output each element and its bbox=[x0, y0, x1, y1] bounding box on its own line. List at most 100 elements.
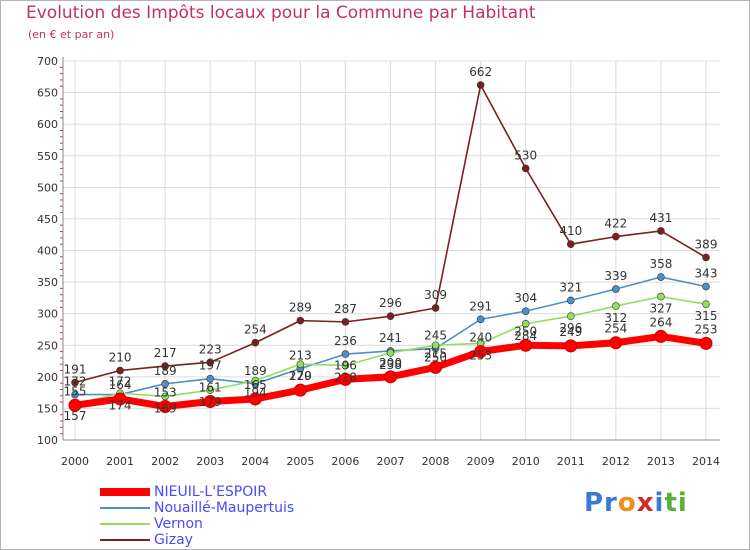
legend-label: Nouaillé-Maupertuis bbox=[154, 500, 295, 516]
logo-part: x bbox=[636, 488, 655, 518]
data-point bbox=[386, 349, 395, 357]
y-tick-label: 250 bbox=[37, 339, 58, 352]
y-tick-label: 400 bbox=[37, 245, 58, 258]
data-point bbox=[338, 372, 352, 386]
data-point bbox=[251, 338, 260, 347]
data-point bbox=[431, 341, 440, 350]
data-label: 174 bbox=[109, 398, 132, 412]
data-point bbox=[474, 345, 488, 359]
data-label: 189 bbox=[154, 364, 177, 378]
data-label: 179 bbox=[199, 395, 222, 409]
data-label: 215 bbox=[424, 346, 447, 360]
data-label: 530 bbox=[514, 148, 537, 162]
x-tick-label: 2009 bbox=[467, 455, 495, 468]
data-label: 422 bbox=[604, 217, 627, 231]
data-label: 220 bbox=[289, 369, 312, 383]
data-point bbox=[654, 329, 668, 343]
legend-label: Gizay bbox=[154, 532, 193, 548]
data-label: 196 bbox=[334, 358, 357, 372]
data-label: 289 bbox=[289, 301, 312, 315]
data-point bbox=[341, 318, 350, 326]
data-point bbox=[68, 398, 82, 412]
logo-part: i bbox=[654, 488, 665, 518]
data-label: 200 bbox=[379, 356, 402, 370]
x-tick-label: 2010 bbox=[512, 455, 540, 468]
data-label: 161 bbox=[199, 380, 222, 394]
y-tick-label: 350 bbox=[37, 276, 58, 289]
data-point bbox=[702, 282, 710, 291]
x-tick-label: 2013 bbox=[647, 455, 675, 468]
data-point bbox=[384, 370, 397, 384]
data-point bbox=[521, 164, 530, 173]
data-point bbox=[386, 312, 395, 320]
data-point bbox=[161, 362, 169, 370]
legend-swatch bbox=[100, 523, 150, 525]
data-label: 218 bbox=[334, 370, 357, 384]
data-label: 358 bbox=[649, 257, 672, 271]
data-label: 264 bbox=[649, 315, 672, 329]
data-point bbox=[566, 296, 575, 305]
data-point bbox=[431, 304, 440, 312]
y-tick-label: 500 bbox=[37, 181, 58, 194]
data-label: 189 bbox=[244, 364, 267, 378]
data-label: 291 bbox=[469, 299, 492, 313]
data-point bbox=[612, 302, 620, 310]
logo-part: Pr bbox=[584, 488, 618, 518]
series-lines bbox=[68, 81, 713, 414]
y-tick-label: 300 bbox=[37, 308, 58, 321]
data-label: 191 bbox=[64, 363, 87, 377]
data-label: 389 bbox=[695, 237, 718, 251]
data-point bbox=[158, 400, 172, 414]
legend: NIEUIL-L'ESPOIR Nouaillé-Maupertuis Vernon… bbox=[100, 484, 360, 548]
data-label: 254 bbox=[604, 322, 627, 336]
data-label: 253 bbox=[695, 322, 718, 336]
data-point bbox=[699, 336, 713, 350]
x-tick-label: 2008 bbox=[422, 455, 450, 468]
data-point bbox=[116, 366, 124, 375]
legend-swatch bbox=[100, 539, 150, 541]
data-label: 339 bbox=[604, 269, 627, 283]
data-point bbox=[657, 292, 665, 301]
data-point bbox=[609, 336, 623, 350]
x-tick-label: 2005 bbox=[286, 455, 314, 468]
data-label: 213 bbox=[289, 349, 312, 363]
data-point bbox=[206, 386, 215, 394]
legend-item: Nouaillé-Maupertuis bbox=[100, 500, 360, 516]
x-tick-label: 2004 bbox=[241, 455, 269, 468]
x-tick-label: 2000 bbox=[61, 455, 89, 468]
legend-label: NIEUIL-L'ESPOIR bbox=[154, 484, 268, 500]
data-point bbox=[296, 360, 305, 369]
legend-swatch bbox=[100, 507, 150, 509]
y-tick-label: 450 bbox=[37, 213, 58, 226]
data-point bbox=[161, 379, 169, 388]
data-label: 172 bbox=[64, 375, 87, 389]
x-tick-label: 2007 bbox=[377, 455, 405, 468]
logo-part: ti bbox=[664, 488, 688, 518]
data-point bbox=[71, 378, 79, 387]
data-label: 254 bbox=[244, 323, 267, 337]
data-point bbox=[476, 81, 485, 89]
y-tick-label: 650 bbox=[37, 87, 58, 100]
data-label: 155 bbox=[64, 384, 87, 398]
x-tick-label: 2012 bbox=[602, 455, 630, 468]
data-point bbox=[206, 374, 215, 383]
data-labels: 191 210 217 223 254 289 287 296 309 662 530 410 422 4… bbox=[64, 65, 718, 423]
y-tick-label: 550 bbox=[37, 150, 58, 163]
legend-item: NIEUIL-L'ESPOIR bbox=[100, 484, 360, 500]
x-tick-label: 2006 bbox=[331, 455, 359, 468]
data-point bbox=[612, 285, 620, 293]
data-point bbox=[206, 358, 215, 367]
data-point bbox=[612, 232, 620, 241]
x-tick-label: 2011 bbox=[557, 455, 585, 468]
data-label: 410 bbox=[559, 224, 582, 238]
data-point bbox=[113, 392, 127, 406]
legend-swatch bbox=[100, 488, 150, 496]
data-label: 296 bbox=[559, 321, 582, 335]
data-label: 194 bbox=[244, 386, 267, 400]
data-point bbox=[566, 312, 575, 320]
x-tick-label: 2003 bbox=[196, 455, 224, 468]
x-tick-label: 2014 bbox=[692, 455, 720, 468]
data-label: 245 bbox=[424, 328, 447, 342]
